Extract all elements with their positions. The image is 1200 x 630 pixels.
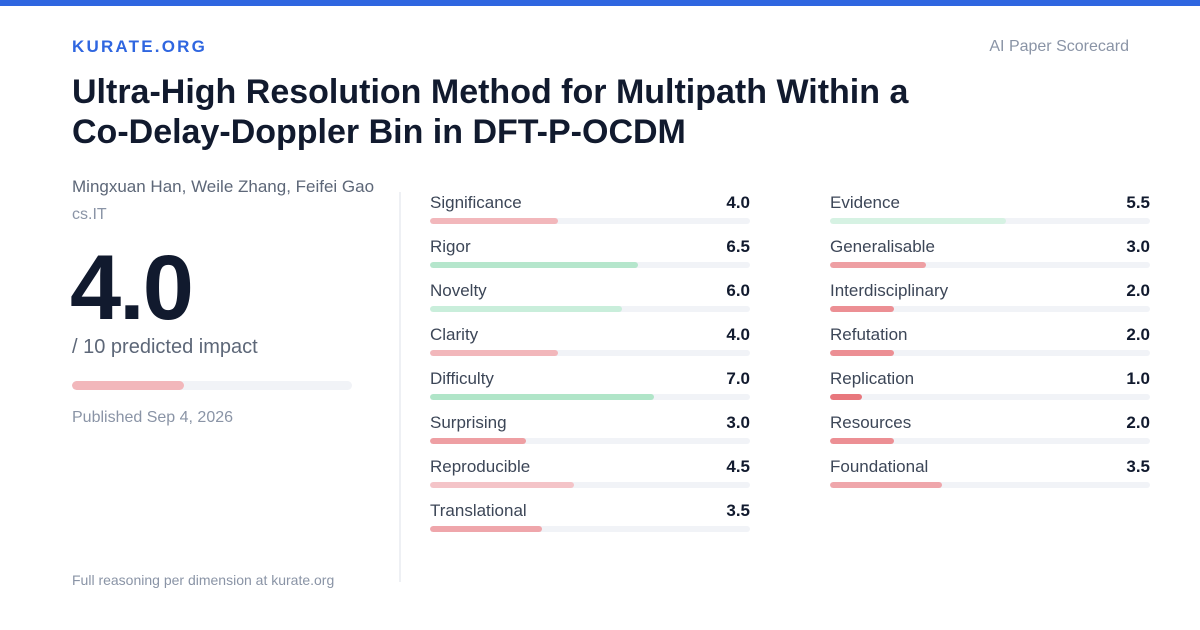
dimension-bar xyxy=(430,482,750,488)
dimension-row: Reproducible 4.5 xyxy=(430,457,750,501)
dimension-bar-fill xyxy=(430,526,542,532)
dimension-row: Interdisciplinary 2.0 xyxy=(830,281,1150,325)
brand-logo-text[interactable]: KURATE.ORG xyxy=(72,37,208,56)
dimension-list-left: Significance 4.0 Rigor 6.5 Novelty 6.0 Clarity… xyxy=(430,193,750,545)
dimension-label: Rigor xyxy=(430,237,471,256)
dimension-label: Clarity xyxy=(430,325,479,344)
dimension-label: Evidence xyxy=(830,193,900,212)
dimension-bar-fill xyxy=(430,482,574,488)
dimension-bar-fill xyxy=(830,306,894,312)
dimension-score: 3.0 xyxy=(1126,237,1150,256)
dimension-row: Surprising 3.0 xyxy=(430,413,750,457)
dimension-bar-fill xyxy=(430,394,654,400)
column-divider xyxy=(399,192,401,582)
dimension-row: Foundational 3.5 xyxy=(830,457,1150,501)
dimension-row: Evidence 5.5 xyxy=(830,193,1150,237)
overall-score-bar-fill xyxy=(72,381,184,390)
footer-note[interactable]: Full reasoning per dimension at kurate.o… xyxy=(72,572,335,588)
dimension-score: 2.0 xyxy=(1126,413,1150,432)
dimension-label: Refutation xyxy=(830,325,908,344)
dimension-label: Foundational xyxy=(830,457,929,476)
dimension-row: Replication 1.0 xyxy=(830,369,1150,413)
dimension-label: Resources xyxy=(830,413,912,432)
paper-category: cs.IT xyxy=(72,206,107,223)
dimension-score: 4.0 xyxy=(726,325,750,344)
dimension-bar xyxy=(430,394,750,400)
scorecard-tagline: AI Paper Scorecard xyxy=(989,38,1129,55)
dimension-row: Translational 3.5 xyxy=(430,501,750,545)
dimension-row: Novelty 6.0 xyxy=(430,281,750,325)
dimension-bar xyxy=(830,350,1150,356)
dimension-row: Clarity 4.0 xyxy=(430,325,750,369)
dimension-bar xyxy=(830,438,1150,444)
dimension-score: 5.5 xyxy=(1126,193,1150,212)
paper-title: Ultra-High Resolution Method for Multipa… xyxy=(72,73,909,151)
dimension-bar xyxy=(430,218,750,224)
dimension-bar xyxy=(830,306,1150,312)
dimension-label: Generalisable xyxy=(830,237,935,256)
overall-score: 4.0 xyxy=(70,237,194,339)
score-caption: / 10 predicted impact xyxy=(72,336,258,358)
dimension-label: Difficulty xyxy=(430,369,494,388)
dimension-label: Translational xyxy=(430,501,527,520)
dimension-row: Refutation 2.0 xyxy=(830,325,1150,369)
dimension-label: Reproducible xyxy=(430,457,531,476)
dimension-score: 3.5 xyxy=(1126,457,1150,476)
dimension-bar-fill xyxy=(830,262,926,268)
dimension-label: Replication xyxy=(830,369,915,388)
dimension-bar xyxy=(430,262,750,268)
paper-authors: Mingxuan Han, Weile Zhang, Feifei Gao xyxy=(72,177,375,196)
dimension-score: 4.0 xyxy=(726,193,750,212)
dimension-bar-fill xyxy=(830,350,894,356)
dimension-bar xyxy=(830,262,1150,268)
dimension-row: Generalisable 3.0 xyxy=(830,237,1150,281)
dimension-bar xyxy=(830,482,1150,488)
dimension-bar-fill xyxy=(430,350,558,356)
dimension-score: 4.5 xyxy=(726,457,750,476)
dimension-row: Difficulty 7.0 xyxy=(430,369,750,413)
dimension-label: Surprising xyxy=(430,413,507,432)
dimension-row: Significance 4.0 xyxy=(430,193,750,237)
dimension-score: 1.0 xyxy=(1126,369,1150,388)
dimension-score: 3.5 xyxy=(726,501,750,520)
dimension-score: 7.0 xyxy=(726,369,750,388)
dimension-bar xyxy=(430,526,750,532)
dimension-bar-fill xyxy=(830,218,1006,224)
dimension-score: 6.5 xyxy=(726,237,750,256)
dimension-bar-fill xyxy=(830,482,942,488)
dimension-score: 6.0 xyxy=(726,281,750,300)
dimension-label: Significance xyxy=(430,193,522,212)
dimension-bar xyxy=(830,218,1150,224)
dimension-bar-fill xyxy=(830,394,862,400)
dimension-label: Interdisciplinary xyxy=(830,281,949,300)
dimension-bar xyxy=(430,350,750,356)
dimension-score: 2.0 xyxy=(1126,281,1150,300)
dimension-row: Rigor 6.5 xyxy=(430,237,750,281)
dimension-bar-fill xyxy=(430,438,526,444)
dimension-list-right: Evidence 5.5 Generalisable 3.0 Interdiscipli… xyxy=(830,193,1150,501)
dimension-bar-fill xyxy=(830,438,894,444)
dimension-bar-fill xyxy=(430,218,558,224)
dimension-bar xyxy=(830,394,1150,400)
dimension-label: Novelty xyxy=(430,281,487,300)
dimension-score: 3.0 xyxy=(726,413,750,432)
dimension-bar-fill xyxy=(430,262,638,268)
accent-top-bar xyxy=(0,0,1200,6)
dimension-bar xyxy=(430,438,750,444)
published-date: Published Sep 4, 2026 xyxy=(72,409,234,426)
overall-score-bar xyxy=(72,381,352,390)
dimension-bar-fill xyxy=(430,306,622,312)
dimension-row: Resources 2.0 xyxy=(830,413,1150,457)
dimension-score: 2.0 xyxy=(1126,325,1150,344)
dimension-bar xyxy=(430,306,750,312)
